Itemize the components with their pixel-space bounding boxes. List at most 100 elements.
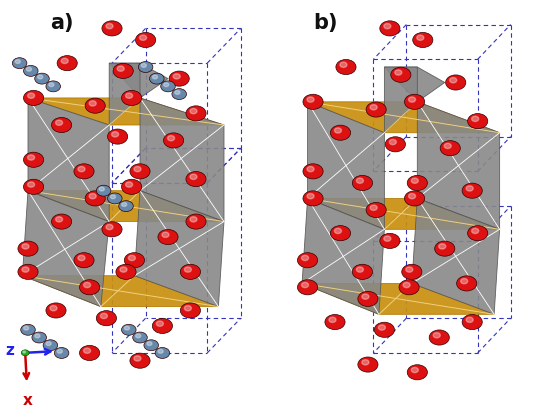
Circle shape [27,182,35,187]
Circle shape [80,280,100,295]
Circle shape [27,155,35,160]
Circle shape [175,91,180,94]
Circle shape [366,102,386,117]
Circle shape [54,347,69,358]
Circle shape [55,217,63,222]
Circle shape [356,178,363,183]
Circle shape [358,291,378,307]
Circle shape [180,303,200,318]
Circle shape [23,351,26,353]
Circle shape [456,276,477,291]
Circle shape [85,191,105,206]
Circle shape [374,322,394,337]
Circle shape [186,106,206,121]
Text: z: z [5,343,14,358]
Circle shape [407,365,427,380]
Circle shape [429,330,449,345]
Text: x: x [23,393,33,408]
Circle shape [102,222,122,237]
Circle shape [138,62,153,73]
Circle shape [366,202,386,218]
Polygon shape [384,67,417,133]
Circle shape [399,280,419,295]
Circle shape [407,176,427,191]
Circle shape [334,128,342,133]
Circle shape [155,347,170,358]
Circle shape [184,267,192,272]
Circle shape [362,360,369,365]
Circle shape [435,241,455,256]
Circle shape [307,166,314,172]
Circle shape [440,141,460,156]
Circle shape [150,73,164,84]
Circle shape [133,332,147,343]
Circle shape [334,228,342,234]
Circle shape [190,108,197,114]
Circle shape [408,194,416,199]
Circle shape [49,83,54,87]
Circle shape [472,116,479,121]
Circle shape [12,58,27,68]
Circle shape [370,205,377,210]
Circle shape [370,105,377,110]
Polygon shape [302,198,384,314]
Circle shape [186,171,206,186]
Circle shape [411,178,418,183]
Circle shape [167,136,175,141]
Circle shape [164,83,169,87]
Circle shape [124,253,144,268]
Circle shape [303,191,323,206]
Circle shape [50,306,57,311]
Circle shape [38,75,43,79]
Circle shape [152,318,172,333]
Circle shape [446,75,466,90]
Circle shape [158,349,163,353]
Circle shape [122,179,142,194]
Circle shape [128,255,136,260]
Circle shape [172,89,186,100]
Circle shape [330,125,351,140]
Polygon shape [140,98,224,222]
Circle shape [18,264,38,279]
Circle shape [96,311,116,326]
Circle shape [106,224,113,230]
Circle shape [352,176,372,191]
Circle shape [362,294,369,299]
Circle shape [117,66,124,71]
Circle shape [89,101,96,106]
Circle shape [466,317,473,323]
Circle shape [462,183,482,198]
Polygon shape [22,276,218,307]
Polygon shape [28,191,224,222]
Circle shape [156,321,164,326]
Circle shape [43,340,58,351]
Circle shape [21,350,29,356]
Circle shape [55,120,63,125]
Circle shape [352,264,372,279]
Circle shape [164,133,184,148]
Circle shape [122,324,136,335]
Polygon shape [412,198,500,314]
Circle shape [83,348,91,353]
Circle shape [402,264,422,279]
Circle shape [462,315,482,330]
Circle shape [22,244,29,249]
Circle shape [336,60,356,75]
Circle shape [180,264,200,279]
Circle shape [161,81,175,92]
Circle shape [379,325,385,330]
Circle shape [406,267,413,272]
Circle shape [141,63,146,67]
Circle shape [303,94,323,109]
Circle shape [380,21,400,36]
Polygon shape [109,63,168,98]
Circle shape [472,228,479,234]
Circle shape [116,264,136,279]
Circle shape [413,32,433,47]
Circle shape [24,326,29,330]
Circle shape [391,67,411,82]
Polygon shape [384,67,445,102]
Circle shape [52,118,72,133]
Polygon shape [307,102,500,133]
Circle shape [26,67,31,71]
